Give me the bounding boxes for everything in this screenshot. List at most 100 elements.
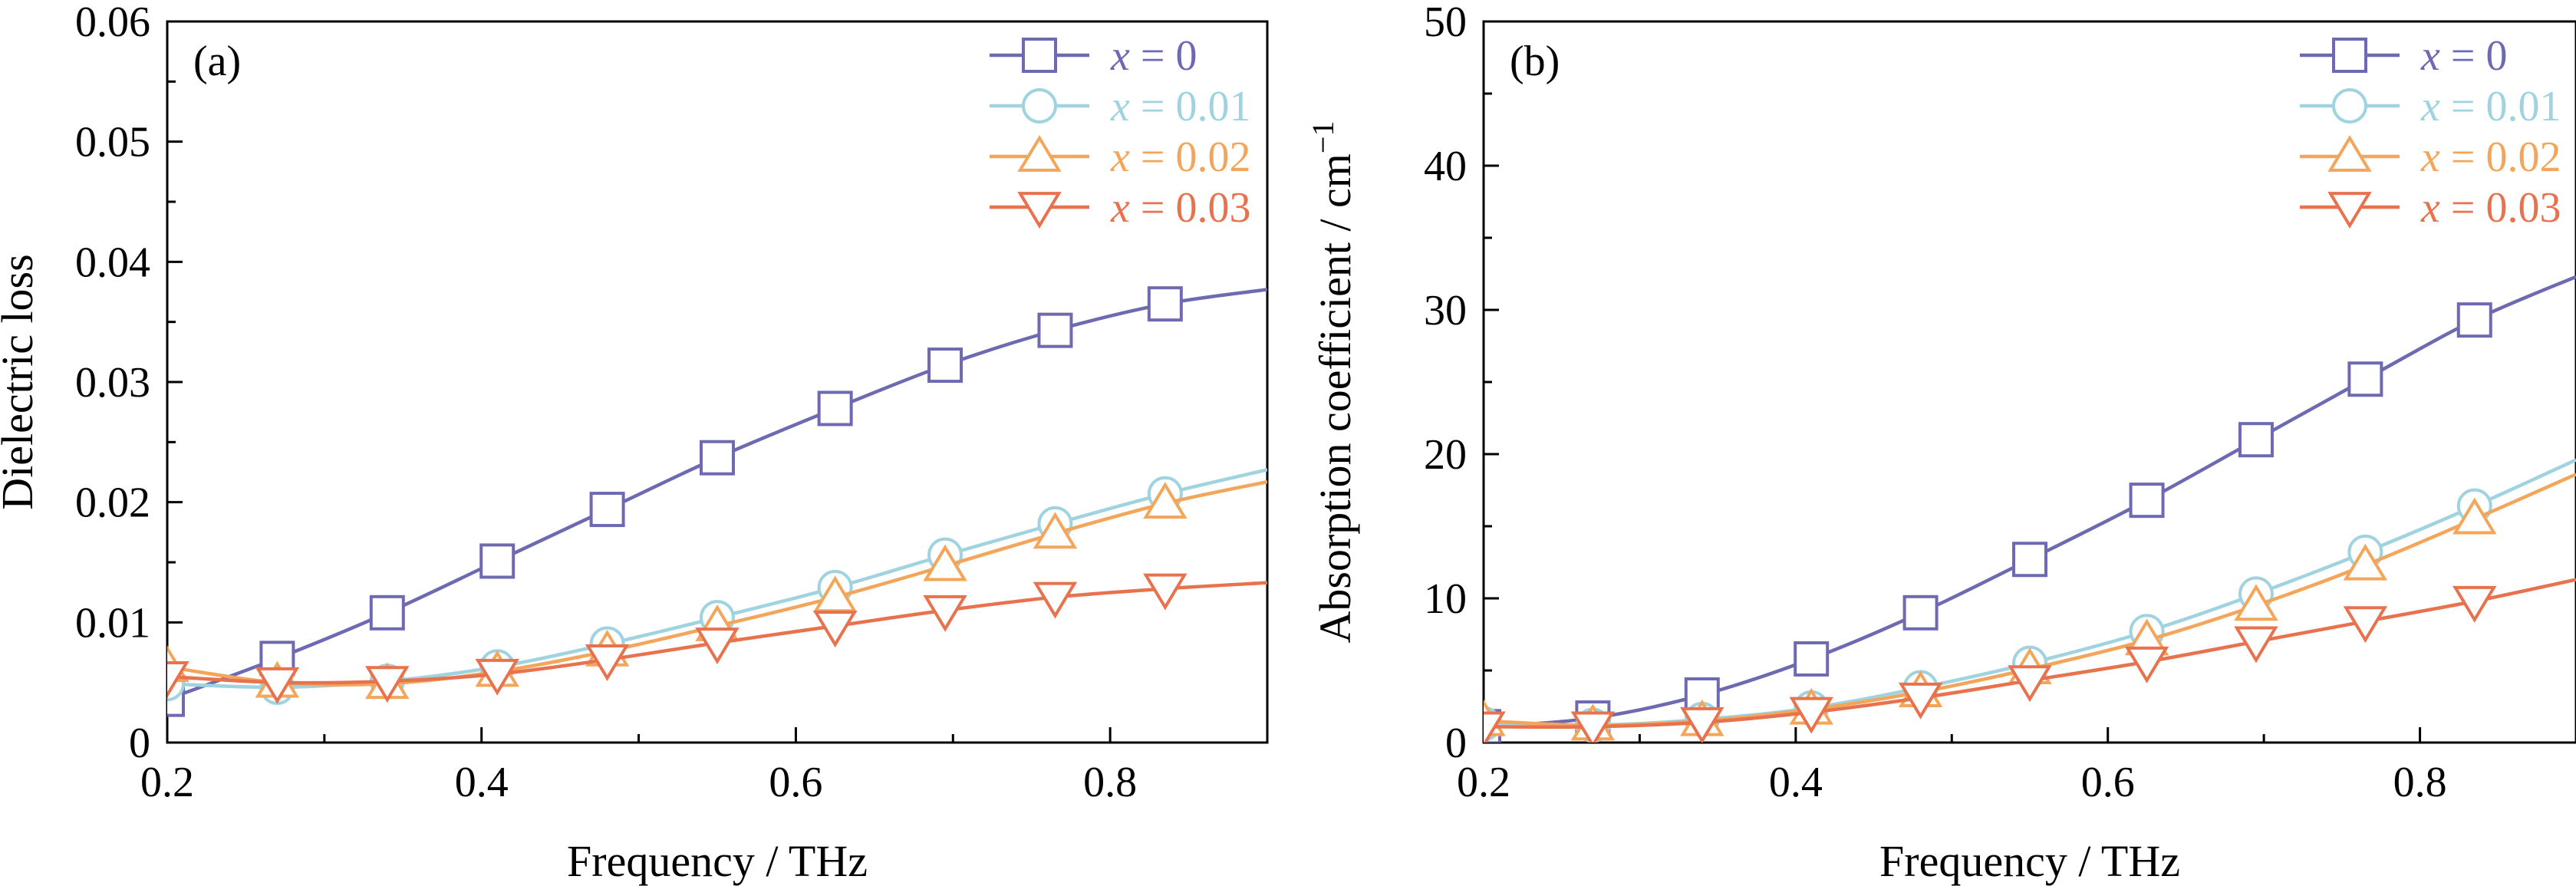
- legend-label-1: x = 0.01: [2420, 83, 2561, 130]
- series-3: [167, 573, 1267, 704]
- data-point-3-2: [1680, 706, 1724, 743]
- y-tick-label-30: 30: [1424, 287, 1467, 334]
- legend-value: = 0: [1130, 32, 1197, 80]
- legend: x = 0x = 0.01x = 0.02x = 0.03: [2300, 32, 2561, 232]
- legend-variable: x: [2420, 32, 2440, 80]
- legend-label-0: x = 0: [1110, 32, 1197, 80]
- y-axis-title: Absorption coefficient / cm−1: [1306, 121, 1360, 644]
- data-point-0-2: [369, 595, 405, 631]
- data-point-3-9: [2452, 585, 2497, 623]
- legend-variable: x: [1110, 184, 1130, 232]
- data-point-2-8: [2343, 543, 2388, 581]
- series-1: [167, 468, 1267, 705]
- data-point-3-4: [585, 644, 630, 681]
- data-point-0-5: [2012, 542, 2047, 578]
- y-tick-label-0_03: 0.03: [75, 359, 150, 407]
- plot-frame: [1482, 20, 2576, 744]
- legend: x = 0x = 0.01x = 0.02x = 0.03: [990, 32, 1250, 232]
- legend-label-3: x = 0.03: [2420, 184, 2561, 232]
- legend-variable: x: [1110, 83, 1130, 130]
- legend-marker-1: [2332, 88, 2367, 124]
- legend-variable: x: [2420, 83, 2440, 130]
- x-tick-label-0_6: 0.6: [769, 759, 822, 806]
- y-axis-title: Dielectric loss: [0, 254, 42, 509]
- panel-b-absorption-coefficient: 0.2 0.4 0.6 0.8 0 10 20 30 40 50 Frequency / THz Ab…: [1306, 0, 2576, 886]
- data-point-3-5: [695, 627, 740, 665]
- data-point-0-6: [817, 390, 853, 427]
- legend-value: = 0.02: [2440, 133, 2561, 181]
- legend-variable: x: [2420, 133, 2440, 181]
- legend-value: = 0.03: [2440, 184, 2561, 232]
- legend-marker-2: [1017, 134, 1062, 172]
- data-point-3-7: [2234, 626, 2278, 664]
- x-tick-label-0_2: 0.2: [140, 759, 194, 806]
- data-point-0-9: [1147, 286, 1183, 322]
- legend-label-0: x = 0: [2420, 32, 2507, 80]
- legend-marker-3: [2327, 192, 2372, 229]
- y-tick-label-0_04: 0.04: [75, 239, 150, 286]
- legend-value: = 0: [2440, 32, 2508, 80]
- legend-label-2: x = 0.02: [2420, 133, 2561, 181]
- y-tick-label-0_05: 0.05: [75, 119, 150, 166]
- y-axis-title-superscript: −1: [1306, 121, 1340, 154]
- legend-value: = 0.01: [2440, 83, 2561, 130]
- data-point-0-8: [1037, 312, 1073, 348]
- data-point-0-3: [479, 543, 516, 579]
- data-point-0-8: [2347, 361, 2383, 397]
- legend-marker-1: [1022, 88, 1057, 124]
- data-point-0-3: [1794, 641, 1830, 677]
- data-point-0-7: [927, 347, 964, 384]
- x-axis-title: Frequency / THz: [1879, 836, 2180, 886]
- legend-label-3: x = 0.03: [1110, 184, 1250, 232]
- x-tick-label-0_8: 0.8: [2393, 759, 2447, 806]
- x-tick-label-0_6: 0.6: [2081, 759, 2135, 806]
- data-point-3-1: [255, 667, 300, 704]
- x-tick-label-0_2: 0.2: [1457, 759, 1510, 806]
- legend-variable: x: [1110, 133, 1130, 181]
- data-point-3-9: [1143, 573, 1188, 611]
- data-point-3-4: [1898, 682, 1943, 720]
- y-tick-label-0_02: 0.02: [75, 479, 150, 527]
- data-point-3-3: [1789, 697, 1833, 734]
- data-point-2-7: [923, 544, 967, 581]
- legend-value: = 0.01: [1130, 83, 1251, 130]
- data-point-3-0: [1484, 711, 1506, 743]
- plot-area: [167, 286, 1267, 717]
- y-tick-label-0_06: 0.06: [75, 0, 150, 46]
- panel-label: (a): [193, 38, 241, 85]
- panel-a-dielectric-loss: 0.2 0.4 0.6 0.8 0 0.01 0.02 0.03 0.04 0.05 0.06 Fre…: [0, 0, 1269, 886]
- data-point-0-4: [589, 492, 625, 528]
- legend-marker-0: [2332, 38, 2367, 73]
- panel-label: (b): [1510, 38, 1560, 85]
- y-tick-label-20: 20: [1424, 431, 1467, 479]
- data-point-0-4: [1902, 595, 1939, 631]
- legend-value: = 0.02: [1130, 133, 1251, 181]
- legend-marker-2: [2327, 134, 2372, 172]
- data-point-3-1: [1570, 711, 1616, 743]
- data-point-3-0: [167, 660, 189, 698]
- legend-label-1: x = 0.01: [1110, 83, 1250, 130]
- data-point-2-8: [1033, 512, 1078, 549]
- data-point-2-9: [1143, 482, 1188, 519]
- data-point-3-2: [365, 666, 410, 703]
- y-tick-label-50: 50: [1424, 0, 1467, 46]
- data-point-3-3: [475, 658, 519, 696]
- legend-variable: x: [2420, 184, 2440, 232]
- data-point-0-7: [2238, 422, 2274, 458]
- x-tick-label-0_4: 0.4: [1769, 759, 1823, 806]
- x-tick-label-0_8: 0.8: [1083, 759, 1137, 806]
- data-point-0-9: [2456, 302, 2492, 338]
- data-point-0-6: [2129, 483, 2165, 519]
- data-point-2-9: [2452, 497, 2497, 535]
- data-point-2-7: [2234, 584, 2278, 621]
- plot-area: [1484, 275, 2576, 743]
- series-0: [167, 286, 1267, 717]
- data-point-3-7: [923, 595, 967, 632]
- series-2: [1484, 473, 2576, 741]
- data-point-3-5: [2008, 665, 2052, 703]
- series-1: [1484, 458, 2576, 743]
- series-2: [167, 479, 1267, 700]
- y-tick-label-10: 10: [1424, 575, 1467, 623]
- y-tick-label-0: 0: [1445, 720, 1467, 767]
